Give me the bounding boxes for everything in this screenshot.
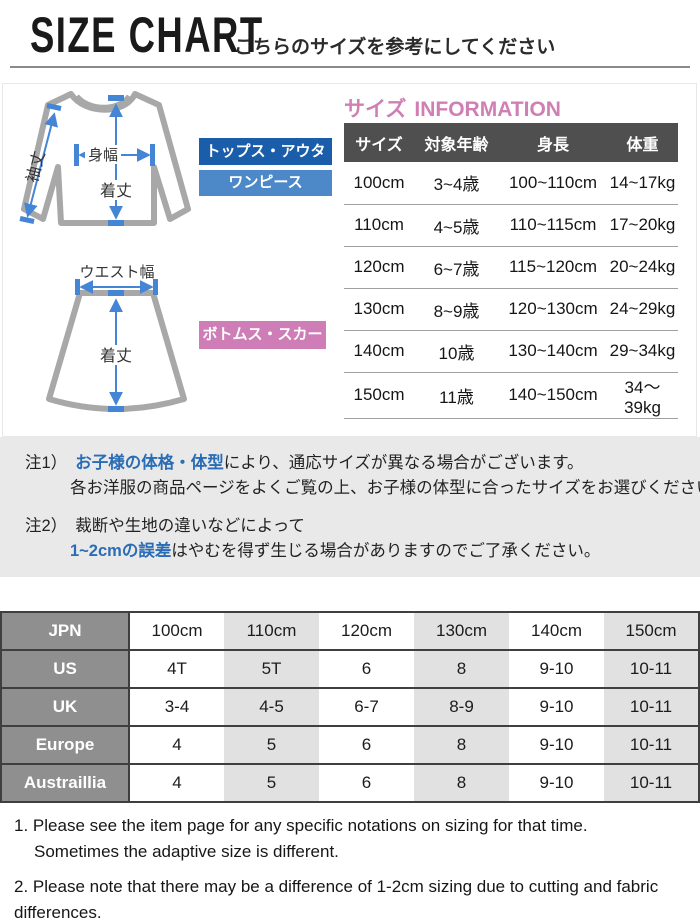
en-note2-line1: Please note that there may be a differen… [14, 877, 659, 921]
cell-size: 130cm [344, 288, 414, 331]
cell-height: 120~130cm [499, 288, 607, 331]
cell-size: 100cm [344, 162, 414, 205]
cell-weight: 29~34kg [607, 330, 678, 373]
table-row: 150cm 11歳 140~150cm 34〜39kg [344, 372, 678, 419]
col-size: サイズ [344, 123, 414, 162]
table-row-australia: Austraillia 4 5 6 8 9-10 10-11 [0, 763, 700, 803]
size-info-header-row: サイズ 対象年齢 身長 体重 [344, 123, 678, 162]
note2-line1: 裁断や生地の違いなどによって [75, 517, 305, 535]
en-note1-line1: Please see the item page for any specifi… [32, 816, 588, 835]
note2-highlight: 1~2cmの誤差 [70, 542, 172, 560]
sleeve-length-label: 袖丈 [23, 149, 48, 184]
note2-label: 注2） [25, 517, 68, 535]
region-label: JPN [0, 611, 130, 651]
en-note2-num: 2. [14, 877, 29, 896]
region-label: UK [0, 687, 130, 727]
sweater-collar-inner [75, 94, 132, 110]
note2-rest: はやむを得ず生じる場合がありますのでご了承ください。 [171, 542, 601, 560]
diagram-section: 身幅 袖丈 着丈 ウエスト幅 [2, 83, 697, 437]
cell-size: 150cm [344, 372, 414, 419]
col-age: 対象年齢 [414, 123, 499, 162]
table-row: 100cm 3~4歳 100~110cm 14~17kg [344, 162, 678, 205]
cell-height: 110~115cm [499, 204, 607, 247]
cell-height: 140~150cm [499, 372, 607, 419]
cell-weight: 20~24kg [607, 246, 678, 289]
cell-size: 120cm [344, 246, 414, 289]
cell-age: 4~5歳 [414, 204, 499, 247]
cell-age: 10歳 [414, 330, 499, 373]
size-info-table: サイズ 対象年齢 身長 体重 100cm 3~4歳 100~110cm 14~1… [344, 123, 678, 419]
jp-notes-section: 注1） お子様の体格・体型により、通応サイズが異なる場合がございます。 各お洋服の… [0, 437, 700, 577]
waist-width-label: ウエスト幅 [79, 264, 154, 281]
note1-rest: により、通応サイズが異なる場合がございます。 [223, 454, 584, 472]
size-info-heading-jp: サイズ [344, 98, 407, 121]
tag-tops-outer: トップス・アウター [199, 138, 332, 187]
table-row: 130cm 8~9歳 120~130cm 24~29kg [344, 288, 678, 331]
top-length-label: 着丈 [100, 182, 132, 200]
region-label: US [0, 649, 130, 689]
cell-size: 140cm [344, 330, 414, 373]
table-row-us: US 4T 5T 6 8 9-10 10-11 [0, 649, 700, 689]
cell-weight: 17~20kg [607, 204, 678, 247]
header-divider [10, 66, 690, 68]
cell-age: 3~4歳 [414, 162, 499, 205]
table-row: 140cm 10歳 130~140cm 29~34kg [344, 330, 678, 373]
col-height: 身長 [499, 123, 607, 162]
tag-onepiece: ワンピース [199, 170, 332, 196]
cell-height: 115~120cm [499, 246, 607, 289]
skirt-measurement-diagram: ウエスト幅 着丈 [46, 264, 187, 412]
cell-height: 100~110cm [499, 162, 607, 205]
cell-age: 6~7歳 [414, 246, 499, 289]
note1-line2: 各お洋服の商品ページをよくご覧の上、お子様の体型に合ったサイズをお選びください。 [70, 479, 700, 497]
jp-note-1: 注1） お子様の体格・体型により、通応サイズが異なる場合がございます。 各お洋服の… [25, 451, 700, 501]
cell-weight: 24~29kg [607, 288, 678, 331]
jp-note-2: 注2） 裁断や生地の違いなどによって 1~2cmの誤差はやむを得ず生じる場合があり… [25, 514, 690, 564]
en-note-1: 1. Please see the item page for any spec… [14, 813, 694, 865]
cell-weight: 34〜39kg [607, 372, 678, 419]
note1-label: 注1） [25, 454, 68, 472]
cell-weight: 14~17kg [607, 162, 678, 205]
en-note1-line2: Sometimes the adaptive size is different… [34, 842, 339, 861]
size-info-heading-en: INFORMATION [414, 98, 561, 121]
tag-bottoms-skirt: ボトムス・スカート [199, 321, 326, 371]
international-size-table: JPN 100cm 110cm 120cm 130cm 140cm 150cm … [0, 611, 700, 803]
table-row: 110cm 4~5歳 110~115cm 17~20kg [344, 204, 678, 247]
table-row-uk: UK 3-4 4-5 6-7 8-9 9-10 10-11 [0, 687, 700, 727]
en-notes-section: 1. Please see the item page for any spec… [14, 813, 694, 921]
en-note-2: 2. Please note that there may be a diffe… [14, 874, 694, 921]
cell-age: 8~9歳 [414, 288, 499, 331]
bottom-length-label: 着丈 [100, 347, 132, 365]
en-note1-num: 1. [14, 816, 29, 835]
body-width-label: 身幅 [88, 147, 118, 164]
col-weight: 体重 [607, 123, 678, 162]
region-label: Austraillia [0, 763, 130, 803]
region-label: Europe [0, 725, 130, 765]
sweater-outline [21, 91, 191, 226]
cell-height: 130~140cm [499, 330, 607, 373]
sweater-measurement-diagram: 身幅 袖丈 着丈 [19, 91, 191, 226]
cell-age: 11歳 [414, 372, 499, 419]
table-row-europe: Europe 4 5 6 8 9-10 10-11 [0, 725, 700, 765]
table-row: 120cm 6~7歳 115~120cm 20~24kg [344, 246, 678, 289]
table-row-jpn: JPN 100cm 110cm 120cm 130cm 140cm 150cm [0, 611, 700, 651]
page-title: SIZE CHART [30, 7, 264, 63]
size-info-heading: サイズ INFORMATION [344, 93, 561, 123]
note1-highlight: お子様の体格・体型 [75, 454, 224, 472]
page-subtitle: こちらのサイズを参考にしてください [234, 37, 556, 58]
cell-size: 110cm [344, 204, 414, 247]
